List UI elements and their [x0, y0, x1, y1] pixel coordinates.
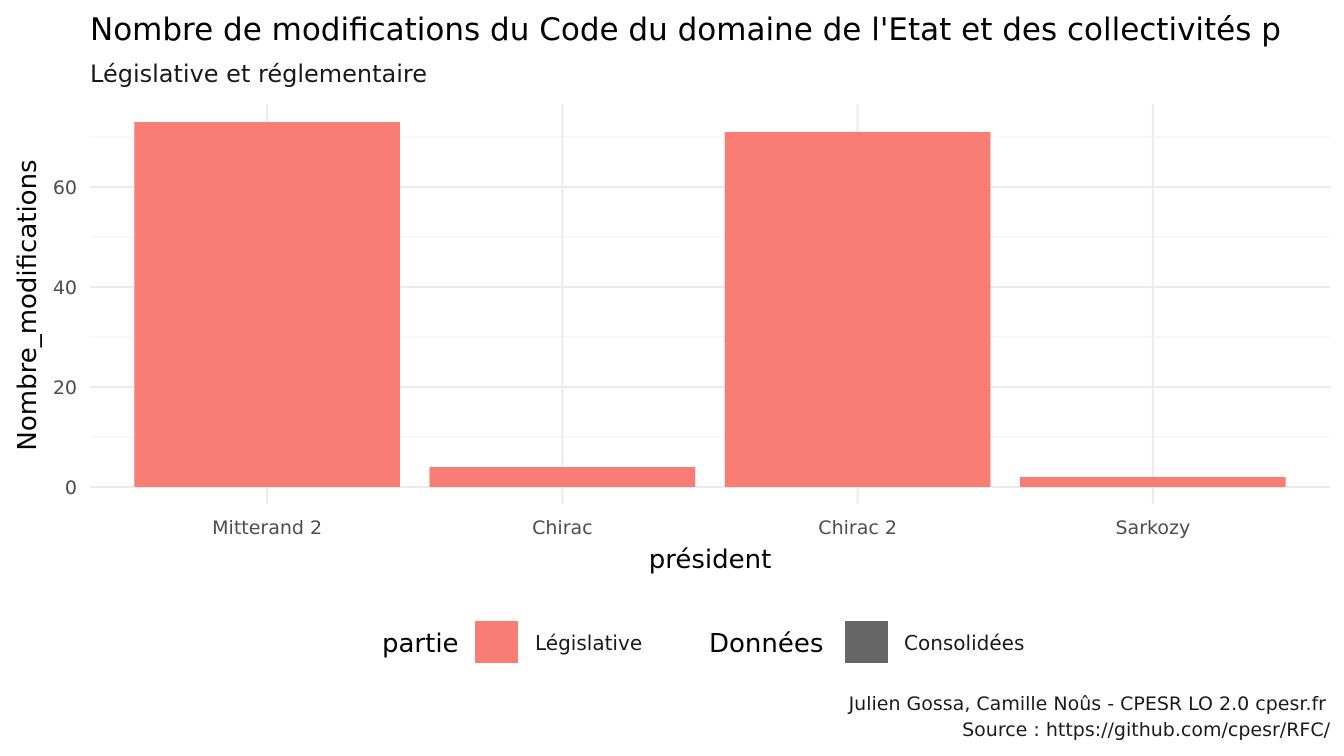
caption-line-1: Julien Gossa, Camille Noûs - CPESR LO 2.…	[848, 693, 1327, 715]
chart-subtitle: Législative et réglementaire	[90, 60, 427, 88]
legend-swatch-consolidees	[845, 621, 888, 663]
y-tick-label: 20	[53, 377, 77, 399]
bar-mitterand-2	[134, 122, 401, 487]
chart-title: Nombre de modifications du Code du domai…	[90, 12, 1281, 48]
bar-sarkozy	[1020, 477, 1286, 487]
legend: partie Législative Données Consolidées	[382, 621, 1024, 663]
legend-label-legislative: Législative	[535, 631, 642, 655]
x-tick-label: Chirac 2	[818, 517, 897, 539]
bar-chirac-2	[724, 132, 991, 487]
x-tick-label: Sarkozy	[1116, 517, 1191, 539]
x-tick-label: Chirac	[532, 517, 593, 539]
caption-line-2: Source : https://github.com/cpesr/RFC/	[962, 719, 1331, 741]
bar-chirac	[429, 467, 696, 487]
legend-title-donnees: Données	[709, 629, 823, 659]
y-axis-title: Nombre_modifications	[13, 159, 43, 450]
plot-area: 0 20 40 60 Mitterand 2 Chirac Chirac 2 Sarkozy	[53, 104, 1330, 539]
y-tick-label: 0	[65, 477, 77, 499]
legend-swatch-legislative	[475, 621, 518, 663]
y-tick-label: 60	[53, 177, 77, 199]
x-tick-label: Mitterand 2	[212, 517, 322, 539]
legend-label-consolidees: Consolidées	[904, 631, 1024, 655]
y-tick-label: 40	[53, 277, 77, 299]
legend-title-partie: partie	[382, 629, 459, 659]
x-axis-title: président	[649, 545, 772, 575]
